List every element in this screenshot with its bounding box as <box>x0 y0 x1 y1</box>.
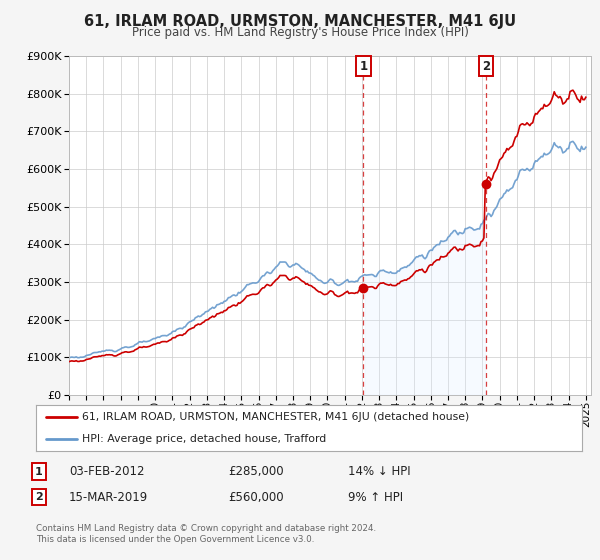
Text: 15-MAR-2019: 15-MAR-2019 <box>69 491 148 504</box>
Text: £285,000: £285,000 <box>228 465 284 478</box>
Text: 61, IRLAM ROAD, URMSTON, MANCHESTER, M41 6JU (detached house): 61, IRLAM ROAD, URMSTON, MANCHESTER, M41… <box>82 412 470 422</box>
Text: 14% ↓ HPI: 14% ↓ HPI <box>348 465 410 478</box>
Text: 1: 1 <box>359 60 367 73</box>
Text: HPI: Average price, detached house, Trafford: HPI: Average price, detached house, Traf… <box>82 435 326 444</box>
Text: 2: 2 <box>482 60 490 73</box>
Text: 03-FEB-2012: 03-FEB-2012 <box>69 465 145 478</box>
Text: Price paid vs. HM Land Registry's House Price Index (HPI): Price paid vs. HM Land Registry's House … <box>131 26 469 39</box>
Text: £560,000: £560,000 <box>228 491 284 504</box>
Text: 2: 2 <box>35 492 43 502</box>
Point <box>359 283 368 292</box>
Text: Contains HM Land Registry data © Crown copyright and database right 2024.
This d: Contains HM Land Registry data © Crown c… <box>36 524 376 544</box>
Text: 9% ↑ HPI: 9% ↑ HPI <box>348 491 403 504</box>
Text: 1: 1 <box>35 466 43 477</box>
Point <box>481 180 491 189</box>
Text: 61, IRLAM ROAD, URMSTON, MANCHESTER, M41 6JU: 61, IRLAM ROAD, URMSTON, MANCHESTER, M41… <box>84 14 516 29</box>
